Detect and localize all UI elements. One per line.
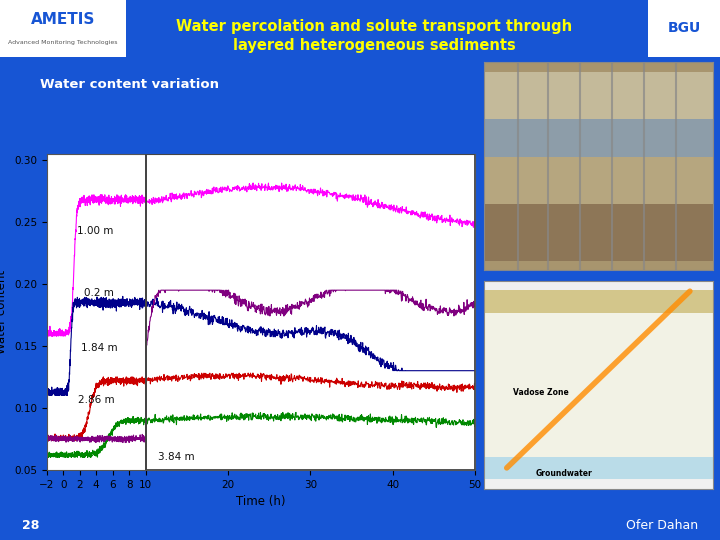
Text: 3.84 m: 3.84 m <box>158 453 194 462</box>
Y-axis label: Water content: Water content <box>0 270 9 354</box>
Text: Advanced Monitoring Technologies: Advanced Monitoring Technologies <box>8 40 118 45</box>
Bar <box>484 457 713 480</box>
Text: Water percolation and solute transport through: Water percolation and solute transport t… <box>176 19 572 34</box>
Bar <box>484 291 713 313</box>
Text: BGU: BGU <box>667 22 701 35</box>
Text: AMETIS: AMETIS <box>31 12 95 28</box>
Text: Water content variation: Water content variation <box>40 78 219 91</box>
Bar <box>484 204 713 261</box>
Text: layered heterogeneous sediments: layered heterogeneous sediments <box>233 38 516 53</box>
Bar <box>484 119 713 157</box>
Bar <box>484 313 713 457</box>
Bar <box>484 157 713 204</box>
Bar <box>484 72 713 119</box>
Text: 1.84 m: 1.84 m <box>81 343 117 353</box>
Text: 1.00 m: 1.00 m <box>77 226 114 235</box>
Text: Ofer Dahan: Ofer Dahan <box>626 519 698 532</box>
Text: 28: 28 <box>22 519 39 532</box>
Text: Groundwater: Groundwater <box>536 469 593 478</box>
Bar <box>145 154 475 470</box>
X-axis label: Time (h): Time (h) <box>236 495 286 508</box>
Text: Vadose Zone: Vadose Zone <box>513 388 569 397</box>
Text: 0.2 m: 0.2 m <box>84 288 114 298</box>
Text: 2.86 m: 2.86 m <box>78 395 114 406</box>
